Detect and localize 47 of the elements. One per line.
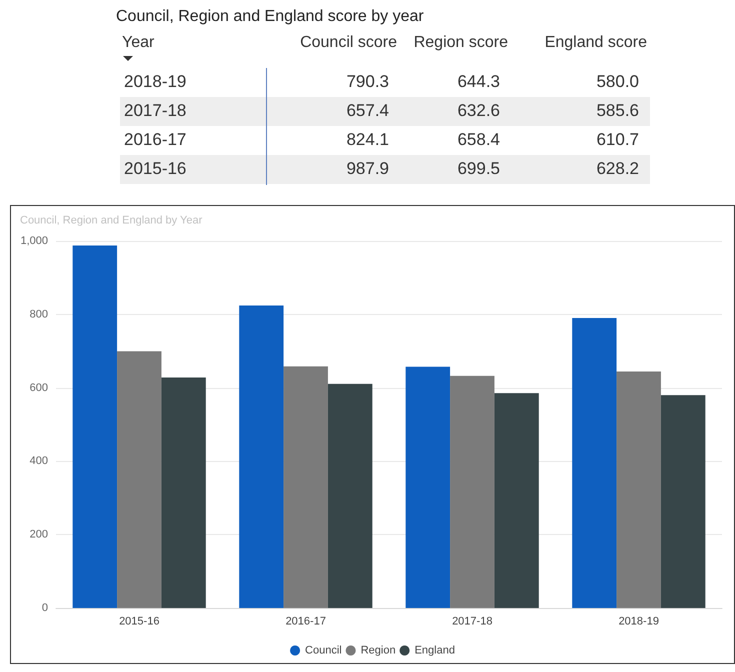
y-tick-label: 400 — [30, 455, 48, 468]
bar — [660, 395, 706, 608]
data-label: 824.1 — [346, 130, 389, 150]
text: Council, Region and England score by year — [116, 8, 424, 26]
bar — [406, 366, 450, 608]
bar — [572, 318, 617, 608]
data-label: 632.6 — [457, 101, 500, 121]
data-label: 657.4 — [346, 101, 389, 121]
bar — [161, 377, 206, 608]
bar — [616, 372, 661, 608]
data-label: 628.2 — [596, 159, 639, 179]
y-tick-label: 0 — [42, 602, 48, 614]
category-label: 2017-18 — [124, 101, 186, 121]
bar — [239, 306, 284, 608]
bar — [450, 376, 494, 608]
legend-label: England — [414, 644, 455, 656]
data-label: 585.6 — [596, 101, 639, 121]
bar — [72, 245, 118, 608]
legend-label: Region — [360, 644, 396, 656]
bar — [117, 351, 162, 608]
data-label: 658.4 — [457, 130, 500, 150]
data-label: 644.3 — [457, 72, 500, 92]
chart-title: Council, Region and England by Year — [20, 214, 203, 226]
text: England score — [544, 34, 647, 52]
x-tick-label: 2016-17 — [286, 616, 326, 628]
bar — [328, 384, 372, 608]
data-label: 580.0 — [596, 72, 639, 92]
data-label: 987.9 — [346, 159, 389, 179]
text: Council score — [300, 34, 397, 52]
x-tick-label: 2017-18 — [452, 616, 492, 628]
text: Year — [122, 34, 154, 52]
y-tick-label: 600 — [30, 382, 48, 394]
bar — [494, 393, 539, 608]
text: Region score — [414, 34, 508, 52]
y-tick-label: 800 — [30, 308, 48, 320]
data-label: 699.5 — [457, 159, 500, 179]
y-tick-label: 1,000 — [20, 235, 48, 247]
category-label: 2015-16 — [124, 159, 186, 179]
category-label: 2016-17 — [124, 130, 186, 150]
data-label: 790.3 — [346, 72, 389, 92]
category-label: 2018-19 — [124, 72, 186, 92]
x-tick-label: 2018-19 — [618, 616, 659, 628]
y-tick-label: 200 — [30, 528, 48, 541]
data-label: 610.7 — [596, 130, 639, 150]
bar — [284, 366, 328, 608]
x-tick-label: 2015-16 — [119, 616, 160, 628]
legend-label: Council — [305, 644, 342, 656]
